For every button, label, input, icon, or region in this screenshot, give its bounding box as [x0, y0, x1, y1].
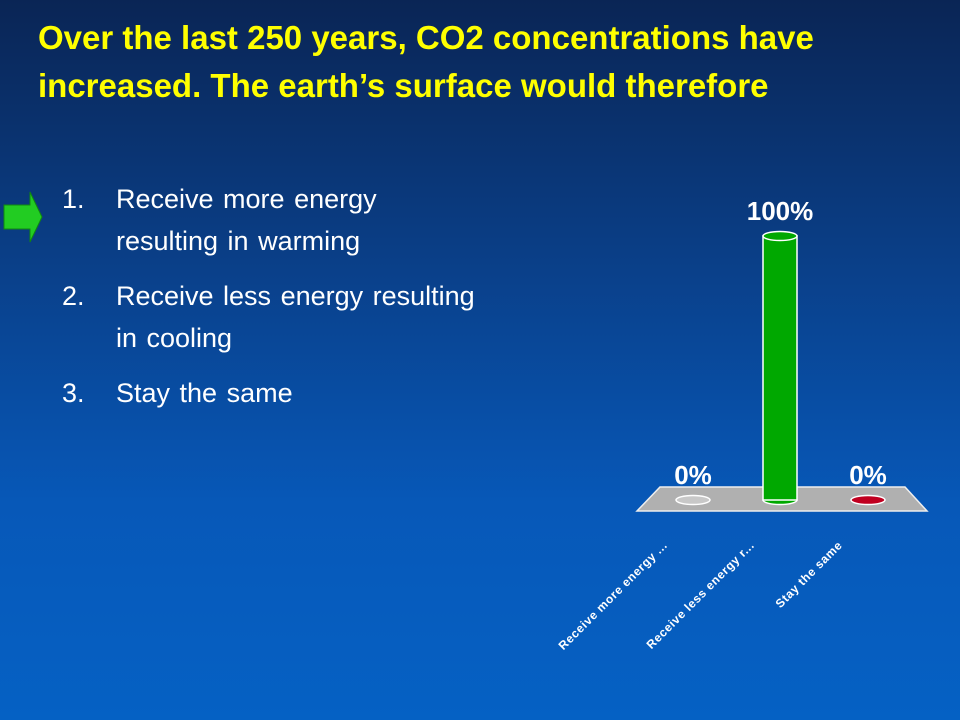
category-label: Stay the same: [773, 538, 845, 610]
answer-arrow: [3, 191, 43, 243]
option-number: 3.: [62, 378, 85, 408]
bar-base: [675, 494, 711, 506]
bar-top: [762, 230, 798, 242]
option-text: Stay the same: [116, 378, 293, 408]
option-text: Receive less energy resulting in cooling: [116, 281, 475, 353]
option: 2. Receive less energy resulting in cooli…: [62, 275, 502, 359]
bar-body: [762, 235, 798, 501]
bar: [850, 494, 886, 506]
option: 3. Stay the same: [62, 372, 502, 414]
option-number: 1.: [62, 184, 85, 214]
option-text: Receive more energy resulting in warming: [116, 184, 377, 256]
bar: [675, 494, 711, 506]
option: 1. Receive more energy resulting in warmi…: [62, 178, 502, 262]
question-title: Over the last 250 years, CO2 concentrati…: [38, 19, 814, 104]
value-label: 0%: [849, 460, 887, 490]
bar-base: [850, 494, 886, 506]
options: 1. Receive more energy resulting in warmi…: [62, 178, 502, 427]
value-label: 0%: [674, 460, 712, 490]
bar: [762, 230, 798, 506]
option-number: 2.: [62, 281, 85, 311]
value-label: 100%: [747, 196, 814, 226]
